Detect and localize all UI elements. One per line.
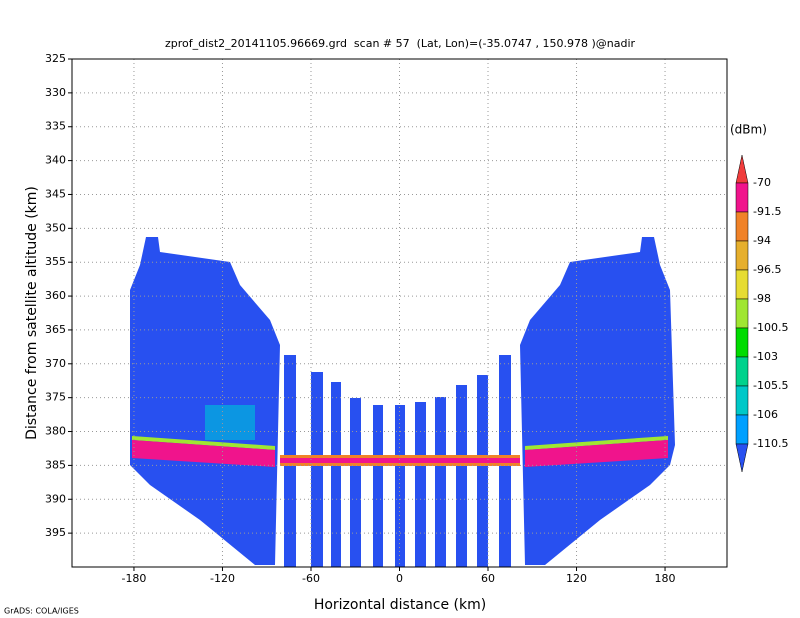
colorbar-tick-label: -94 (753, 234, 771, 247)
swath-column (350, 398, 361, 567)
colorbar-tick-label: -103 (753, 350, 778, 363)
colorbar-tick-label: -110.5 (753, 437, 788, 450)
colorbar-tick-label: -91.5 (753, 205, 781, 218)
cloud-echo (205, 405, 255, 440)
x-axis-label: Horizontal distance (km) (314, 597, 486, 613)
y-tick-label: 355 (45, 255, 66, 268)
y-tick-label: 395 (45, 526, 66, 539)
surface-band (132, 440, 275, 467)
y-tick-label: 360 (45, 289, 66, 302)
colorbar-tick-label: -98 (753, 292, 771, 305)
swath (130, 237, 675, 567)
swath-column (435, 397, 446, 567)
colorbar-box (735, 240, 749, 271)
colorbar-tick-label: -70 (753, 176, 771, 189)
x-tick-label: 120 (566, 572, 587, 585)
y-tick-label: 350 (45, 221, 66, 234)
surface-edge (525, 436, 668, 450)
colorbar-box (735, 269, 749, 300)
colorbar-box (735, 414, 749, 445)
colorbar-box (735, 298, 749, 329)
y-tick-label: 370 (45, 357, 66, 370)
y-tick-label: 325 (45, 52, 66, 65)
colorbar-tick-label: -100.5 (753, 321, 788, 334)
x-tick-label: -120 (210, 572, 235, 585)
y-tick-label: 330 (45, 86, 66, 99)
grid (72, 58, 727, 567)
colorbar-box (735, 385, 749, 416)
x-tick-label: -180 (121, 572, 146, 585)
colorbar-cap (735, 443, 749, 473)
colorbar-box (735, 327, 749, 358)
y-tick-label: 390 (45, 492, 66, 505)
colorbar-box (735, 182, 749, 213)
y-axis-label: Distance from satellite altitude (km) (24, 186, 40, 440)
colorbar-box (735, 211, 749, 242)
y-tick-label: 365 (45, 323, 66, 336)
x-tick-label: -60 (302, 572, 320, 585)
x-tick-label: 0 (396, 572, 403, 585)
x-tick-label: 60 (481, 572, 495, 585)
y-tick-label: 335 (45, 120, 66, 133)
swath-column (395, 405, 405, 567)
credit: GrADS: COLA/IGES (4, 607, 79, 616)
left-swath (130, 237, 280, 565)
colorbar-box (735, 356, 749, 387)
y-tick-label: 340 (45, 154, 66, 167)
swath-column (331, 382, 341, 567)
swath-column (311, 372, 323, 567)
swath-column (477, 375, 488, 567)
colorbar-tick-label: -106 (753, 408, 778, 421)
swath-column (456, 385, 467, 567)
y-tick-label: 375 (45, 391, 66, 404)
y-tick-label: 380 (45, 425, 66, 438)
colorbar-tick-label: -105.5 (753, 379, 788, 392)
y-tick-label: 345 (45, 187, 66, 200)
x-tick-label: 180 (655, 572, 676, 585)
chart-title: zprof_dist2_20141105.96669.grd scan # 57… (165, 37, 636, 50)
swath-column (415, 402, 426, 567)
colorbar-label: (dBm) (730, 123, 767, 137)
right-swath (520, 237, 675, 565)
surface-edge (132, 436, 275, 450)
y-tick-label: 385 (45, 458, 66, 471)
surface-band (280, 458, 520, 463)
swath-column (373, 405, 383, 567)
surface-band (525, 440, 668, 467)
colorbar-tick-label: -96.5 (753, 263, 781, 276)
